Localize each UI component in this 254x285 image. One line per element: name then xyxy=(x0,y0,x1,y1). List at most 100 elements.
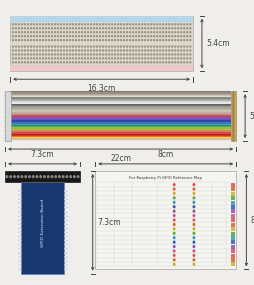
Circle shape xyxy=(67,54,68,55)
Circle shape xyxy=(136,40,137,41)
Circle shape xyxy=(233,129,234,131)
Bar xyxy=(10,137,231,139)
Circle shape xyxy=(34,62,35,63)
Circle shape xyxy=(173,206,175,207)
Circle shape xyxy=(64,24,65,25)
Text: 5.5cm: 5.5cm xyxy=(250,112,254,121)
Circle shape xyxy=(154,54,155,55)
Circle shape xyxy=(103,28,104,29)
Circle shape xyxy=(184,58,185,59)
Circle shape xyxy=(15,62,17,63)
Circle shape xyxy=(184,32,185,33)
Circle shape xyxy=(24,24,25,25)
Circle shape xyxy=(70,176,71,178)
Circle shape xyxy=(78,58,80,59)
Circle shape xyxy=(190,40,191,41)
Circle shape xyxy=(65,264,66,265)
Circle shape xyxy=(70,50,71,51)
Circle shape xyxy=(115,28,116,29)
Circle shape xyxy=(133,32,134,33)
Circle shape xyxy=(52,50,53,51)
Bar xyxy=(10,95,231,96)
Text: 5.4cm: 5.4cm xyxy=(207,39,230,48)
Circle shape xyxy=(65,223,66,224)
Circle shape xyxy=(187,36,188,37)
Circle shape xyxy=(67,62,68,63)
Circle shape xyxy=(157,36,158,37)
Circle shape xyxy=(60,28,61,29)
Circle shape xyxy=(82,24,83,25)
Circle shape xyxy=(27,54,28,55)
Circle shape xyxy=(233,104,234,105)
Circle shape xyxy=(45,28,46,29)
Circle shape xyxy=(173,215,175,216)
Circle shape xyxy=(85,24,86,25)
Circle shape xyxy=(184,54,185,55)
Circle shape xyxy=(163,40,164,41)
Circle shape xyxy=(151,36,152,37)
Circle shape xyxy=(142,40,143,41)
Circle shape xyxy=(115,24,116,25)
Circle shape xyxy=(19,244,20,245)
Bar xyxy=(10,42,193,45)
Circle shape xyxy=(121,58,122,59)
Circle shape xyxy=(136,28,137,29)
Circle shape xyxy=(160,28,161,29)
Circle shape xyxy=(154,36,155,37)
Bar xyxy=(10,121,231,122)
Circle shape xyxy=(184,36,185,37)
Circle shape xyxy=(34,40,35,41)
Circle shape xyxy=(30,46,31,47)
Circle shape xyxy=(133,50,134,51)
Circle shape xyxy=(148,24,149,25)
Circle shape xyxy=(19,203,20,204)
Circle shape xyxy=(181,54,182,55)
Circle shape xyxy=(19,195,20,196)
Circle shape xyxy=(127,46,128,47)
Circle shape xyxy=(65,232,66,233)
Circle shape xyxy=(139,36,140,37)
Bar xyxy=(10,107,231,109)
Circle shape xyxy=(130,50,131,51)
Circle shape xyxy=(19,256,20,257)
Circle shape xyxy=(172,36,173,37)
Circle shape xyxy=(184,40,185,41)
Circle shape xyxy=(112,40,113,41)
Circle shape xyxy=(190,58,191,59)
Circle shape xyxy=(133,54,134,55)
Circle shape xyxy=(27,28,28,29)
Circle shape xyxy=(160,40,161,41)
Circle shape xyxy=(166,28,167,29)
Circle shape xyxy=(78,36,80,37)
Circle shape xyxy=(115,54,116,55)
Circle shape xyxy=(193,223,195,225)
Circle shape xyxy=(136,32,137,33)
Circle shape xyxy=(160,46,161,47)
Circle shape xyxy=(27,24,28,25)
Circle shape xyxy=(233,112,234,113)
Circle shape xyxy=(121,28,122,29)
Bar xyxy=(10,105,231,106)
Circle shape xyxy=(88,36,89,37)
Circle shape xyxy=(148,54,149,55)
Circle shape xyxy=(100,40,101,41)
Circle shape xyxy=(133,28,134,29)
Circle shape xyxy=(85,50,86,51)
Circle shape xyxy=(163,62,164,63)
Circle shape xyxy=(184,50,185,51)
Circle shape xyxy=(12,32,13,33)
Circle shape xyxy=(100,24,101,25)
Circle shape xyxy=(130,24,131,25)
Circle shape xyxy=(49,50,50,51)
Circle shape xyxy=(181,46,182,47)
Circle shape xyxy=(145,36,146,37)
Circle shape xyxy=(78,28,80,29)
Circle shape xyxy=(124,54,125,55)
Circle shape xyxy=(142,32,143,33)
Circle shape xyxy=(85,54,86,55)
Circle shape xyxy=(160,54,161,55)
Text: 7.3cm: 7.3cm xyxy=(97,218,121,227)
Bar xyxy=(10,101,231,102)
Circle shape xyxy=(121,50,122,51)
Circle shape xyxy=(52,36,53,37)
